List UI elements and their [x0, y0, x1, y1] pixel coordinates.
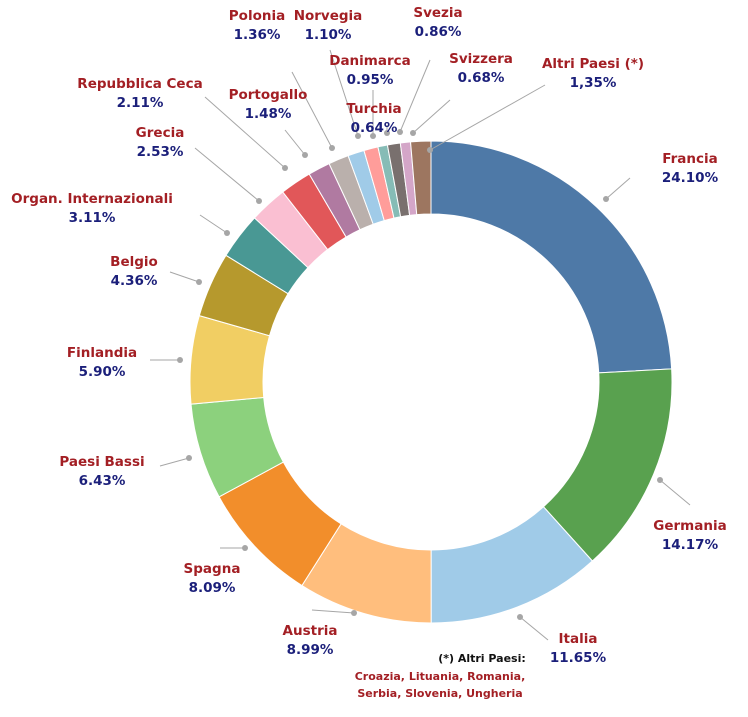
slice-value-austria: 8.99% [287, 642, 334, 658]
slice-value-norvegia: 1.10% [305, 27, 352, 43]
leader-dot-danimarca [370, 133, 376, 139]
leader-dot-spagna [242, 545, 248, 551]
leader-line-portogallo [284, 129, 306, 156]
leader-line-repubblica-ceca [204, 96, 286, 169]
leader-dot-altri-paesi [427, 147, 433, 153]
slice-name-italia: Italia [559, 631, 598, 647]
leader-dot-germania [657, 477, 663, 483]
leader-dot-italia [517, 614, 523, 620]
slice-value-danimarca: 0.95% [347, 72, 394, 88]
slice-value-organ-internazionali: 3.11% [69, 210, 116, 226]
slice-altri-paesi [410, 140, 432, 216]
slice-value-portogallo: 1.48% [245, 106, 292, 122]
leader-dot-finlandia [177, 357, 183, 363]
leader-dot-belgio [196, 279, 202, 285]
leader-line-polonia [291, 71, 333, 149]
slice-labels: Francia 24.10% Germania 14.17% Italia 11.65% A… [11, 5, 727, 666]
leader-dot-organ-internazionali [224, 230, 230, 236]
slice-value-spagna: 8.09% [189, 580, 236, 596]
leader-line-austria [311, 609, 355, 614]
slice-name-grecia: Grecia [136, 125, 185, 141]
leader-line-germania [659, 479, 691, 506]
slice-value-grecia: 2.53% [137, 144, 184, 160]
footnote-line-2: Serbia, Slovenia, Ungheria [357, 687, 522, 700]
leader-line-altri-paesi [429, 84, 546, 151]
leader-dot-francia [603, 196, 609, 202]
slice-name-spagna: Spagna [184, 561, 241, 577]
leader-line-svezia [399, 59, 431, 133]
slice-value-paesi-bassi: 6.43% [79, 473, 126, 489]
slice-francia [430, 140, 673, 374]
leader-line-belgio [169, 271, 200, 283]
leader-dot-svezia [397, 129, 403, 135]
slice-value-germania: 14.17% [662, 537, 719, 553]
slice-name-norvegia: Norvegia [294, 8, 363, 24]
footnote: (*) Altri Paesi: Croazia, Lituania, Roma… [355, 652, 526, 700]
leader-line-svizzera [412, 99, 451, 134]
slice-value-repubblica-ceca: 2.11% [117, 95, 164, 111]
slice-name-organ-internazionali: Organ. Internazionali [11, 191, 173, 207]
slice-name-austria: Austria [283, 623, 338, 639]
slice-name-svezia: Svezia [413, 5, 462, 21]
slice-value-belgio: 4.36% [111, 273, 158, 289]
leader-lines [150, 49, 691, 641]
leader-dot-svizzera [410, 130, 416, 136]
donut-slices [189, 140, 673, 624]
leader-line-norvegia [329, 49, 359, 137]
leader-dot-paesi-bassi [186, 455, 192, 461]
leader-dot-turchia [384, 130, 390, 136]
leader-line-francia [605, 177, 631, 200]
slice-value-francia: 24.10% [662, 170, 719, 186]
leader-dot-portogallo [302, 152, 308, 158]
slice-value-altri-paesi: 1,35% [570, 75, 617, 91]
slice-name-danimarca: Danimarca [329, 53, 411, 69]
slice-name-paesi-bassi: Paesi Bassi [59, 454, 144, 470]
leader-dot-repubblica-ceca [282, 165, 288, 171]
slice-value-svezia: 0.86% [415, 24, 462, 40]
leader-line-grecia [194, 147, 260, 202]
leader-dot-norvegia [355, 133, 361, 139]
slice-name-altri-paesi: Altri Paesi (*) [542, 56, 644, 72]
slice-name-repubblica-ceca: Repubblica Ceca [77, 76, 202, 92]
leader-line-organ-internazionali [199, 214, 228, 234]
slice-name-polonia: Polonia [229, 8, 285, 24]
slice-name-belgio: Belgio [110, 254, 158, 270]
footnote-title: (*) Altri Paesi: [438, 652, 526, 665]
slice-value-finlandia: 5.90% [79, 364, 126, 380]
leader-dot-grecia [256, 198, 262, 204]
leader-line-paesi-bassi [159, 457, 190, 467]
slice-name-germania: Germania [653, 518, 726, 534]
footnote-line-1: Croazia, Lituania, Romania, [355, 670, 526, 683]
leader-line-italia [519, 616, 549, 641]
slice-name-svizzera: Svizzera [449, 51, 513, 67]
slice-value-svizzera: 0.68% [458, 70, 505, 86]
slice-name-finlandia: Finlandia [67, 345, 137, 361]
slice-name-turchia: Turchia [346, 101, 401, 117]
slice-name-francia: Francia [662, 151, 717, 167]
slice-value-turchia: 0.64% [351, 120, 398, 136]
leader-dot-austria [351, 610, 357, 616]
slice-value-polonia: 1.36% [234, 27, 281, 43]
slice-value-italia: 11.65% [550, 650, 607, 666]
slice-name-portogallo: Portogallo [229, 87, 308, 103]
leader-dot-polonia [329, 145, 335, 151]
